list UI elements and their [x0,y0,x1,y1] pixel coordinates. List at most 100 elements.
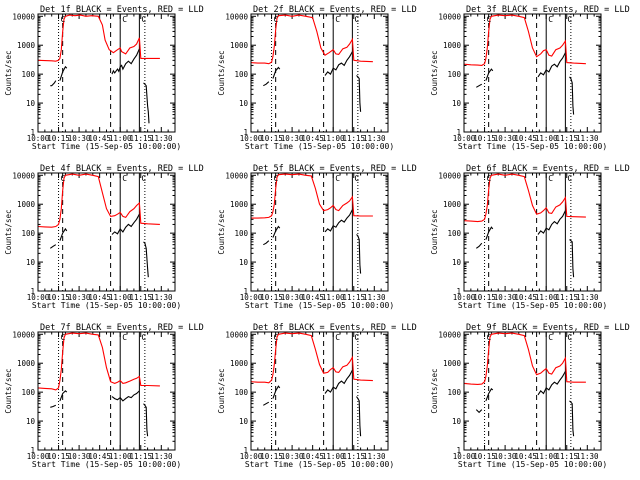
series-events-line [272,66,281,79]
x-tick-label: 10:15 [47,293,70,302]
y-tick-label: 1 [456,128,461,137]
x-axis-label: Start Time (15-Sep-05 10:00:00) [458,301,607,310]
series-events-line [263,81,270,87]
x-tick-label: 10:00 [240,293,263,302]
y-tick-label: 10000 [12,171,35,180]
attenuator-marker: C [61,15,66,24]
series-events-line [50,404,57,408]
y-tick-label: 1 [30,446,35,455]
series-events-line [50,80,57,87]
y-tick-label: 10 [26,417,36,426]
x-tick-label: 10:30 [68,452,91,461]
x-tick-label: 10:00 [27,134,50,143]
panel-det-6f: Det 6f BLACK = Events, RED = LLD Counts/s… [430,164,630,310]
x-tick-label: 10:45 [301,134,324,143]
x-tick-label: 11:30 [150,293,173,302]
panel-det-7f: Det 7f BLACK = Events, RED = LLD Counts/s… [4,323,204,469]
series-events-line [272,225,281,238]
x-tick-label: 11:00 [322,293,345,302]
x-tick-label: 10:45 [514,293,537,302]
x-tick-label: 11:30 [150,452,173,461]
plot-frame [250,172,389,292]
series-events-line [324,209,353,233]
x-tick-label: 10:30 [494,293,517,302]
series-events-line [59,65,68,81]
x-axis-label: Start Time (15-Sep-05 10:00:00) [32,460,181,469]
x-tick-label: 10:00 [240,452,263,461]
attenuator-marker: C [141,15,146,24]
attenuator-marker: C [122,15,127,24]
y-tick-label: 10 [239,258,249,267]
series-events-line [324,369,353,394]
attenuator-marker: C [487,15,492,24]
plot-frame [250,331,389,451]
attenuator-marker: C [335,174,340,183]
x-tick-label: 10:00 [27,293,50,302]
y-tick-label: 10 [452,99,462,108]
x-tick-label: 11:30 [150,134,173,143]
x-tick-label: 10:45 [514,452,537,461]
series-events-line [272,385,281,399]
series-events-line [537,52,566,78]
plot-frame [37,331,176,451]
attenuator-marker: C [487,174,492,183]
attenuator-marker: C [122,174,127,183]
y-axis-label: Counts/sec [4,209,13,254]
y-tick-label: 100 [447,229,461,238]
panel-title: Det 3f BLACK = Events, RED = LLD [466,5,630,15]
series-lld-line [251,332,373,384]
y-axis-label: Counts/sec [4,50,13,95]
x-tick-label: 10:15 [473,293,496,302]
y-tick-label: 10000 [225,12,248,21]
plot-area [38,332,160,450]
x-tick-label: 10:45 [301,452,324,461]
y-tick-label: 100 [234,388,248,397]
attenuator-marker: C [567,333,572,342]
x-axis-label: Start Time (15-Sep-05 10:00:00) [245,301,394,310]
y-tick-label: 1 [243,446,248,455]
series-events-line [537,371,566,396]
x-tick-label: 10:00 [453,452,476,461]
x-tick-label: 10:30 [68,293,91,302]
series-events-line [324,51,353,76]
series-events-line [476,83,483,88]
x-tick-label: 11:15 [129,293,152,302]
x-tick-label: 11:00 [535,134,558,143]
attenuator-marker: C [141,333,146,342]
y-tick-label: 10000 [225,330,248,339]
x-axis-label: Start Time (15-Sep-05 10:00:00) [32,301,181,310]
series-events-line [143,403,149,437]
y-tick-label: 1 [243,128,248,137]
attenuator-marker: C [354,333,359,342]
panel-det-5f: Det 5f BLACK = Events, RED = LLD Counts/s… [217,164,417,310]
series-events-line [49,244,57,249]
x-tick-label: 10:00 [453,134,476,143]
plot-area [38,14,160,132]
y-tick-label: 1 [30,128,35,137]
panel-title: Det 6f BLACK = Events, RED = LLD [466,164,630,174]
x-tick-label: 11:15 [342,134,365,143]
x-tick-label: 10:30 [68,134,91,143]
x-axis-label: Start Time (15-Sep-05 10:00:00) [245,460,394,469]
series-lld-line [38,14,160,62]
plot-area [38,173,160,291]
x-tick-label: 11:15 [555,452,578,461]
plot-frame [37,13,176,133]
x-tick-label: 10:30 [281,134,304,143]
y-tick-label: 10000 [438,171,461,180]
series-events-line [569,239,575,278]
x-tick-label: 10:30 [494,134,517,143]
attenuator-marker: C [567,15,572,24]
plot-frame [463,172,602,292]
attenuator-marker: C [122,333,127,342]
series-events-line [111,390,140,402]
panel-det-2f: Det 2f BLACK = Events, RED = LLD Counts/s… [217,5,417,151]
attenuator-marker: C [61,333,66,342]
y-tick-label: 100 [21,229,35,238]
y-tick-label: 10 [452,258,462,267]
series-lld-line [251,14,373,65]
x-axis-label: Start Time (15-Sep-05 10:00:00) [458,460,607,469]
attenuator-marker: C [335,15,340,24]
x-tick-label: 10:45 [514,134,537,143]
